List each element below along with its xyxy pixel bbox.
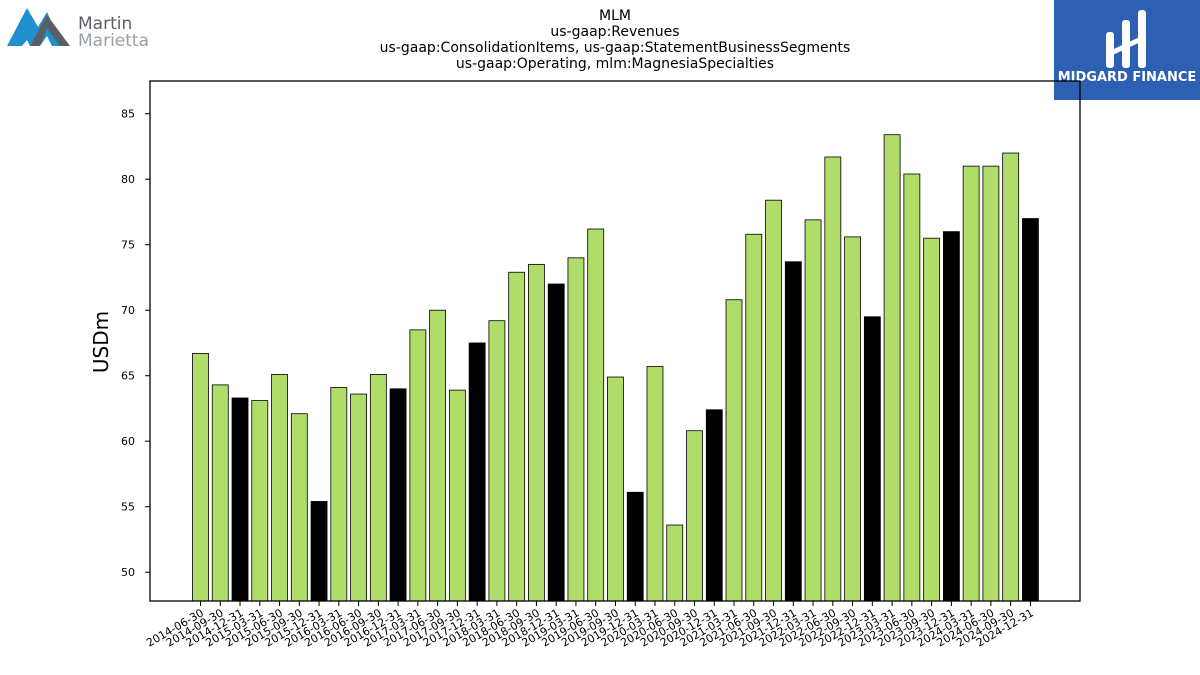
bar-2023-06-30 xyxy=(903,173,921,602)
bar-2021-03-31 xyxy=(725,299,743,602)
bar-2017-12-31 xyxy=(468,342,486,602)
bar-2017-06-30 xyxy=(429,309,447,602)
logo-text-line1: Martin xyxy=(78,14,132,34)
x-axis-ticks: 2014-06-302014-09-302014-12-312015-03-31… xyxy=(144,601,1036,650)
bar-2016-03-31 xyxy=(330,387,348,602)
bar-2018-12-31 xyxy=(547,283,565,602)
bar-2024-03-31 xyxy=(962,165,980,602)
title-line-2: us-gaap:Revenues xyxy=(550,24,679,40)
bar-2016-06-30 xyxy=(350,393,367,602)
bar-2018-06-30 xyxy=(508,271,526,602)
y-tick-label: 85 xyxy=(121,108,135,121)
y-tick-label: 50 xyxy=(121,566,135,579)
bar-2014-06-30 xyxy=(192,353,209,602)
bar-2014-09-30 xyxy=(211,384,229,602)
bar-2021-09-30 xyxy=(765,199,782,602)
logo-mountain-gray-icon xyxy=(30,15,70,46)
y-axis-ticks: 50 55 60 65 70 75 80 85 xyxy=(121,108,150,579)
bar-2024-06-30 xyxy=(982,165,1000,602)
y-tick-label: 80 xyxy=(121,173,135,186)
bar-2019-06-30 xyxy=(587,228,605,602)
bar-2015-12-31 xyxy=(310,501,328,602)
bar-2014-12-31 xyxy=(231,397,249,602)
bar-2021-12-31 xyxy=(784,261,802,602)
bar-2015-03-31 xyxy=(251,400,269,602)
bar-2019-12-31 xyxy=(626,491,644,602)
bar-2023-12-31 xyxy=(942,231,960,602)
title-line-4: us-gaap:Operating, mlm:MagnesiaSpecialti… xyxy=(456,56,774,72)
y-tick-label: 75 xyxy=(121,239,135,252)
bar-2017-09-30 xyxy=(448,389,466,602)
bar-2020-03-31 xyxy=(646,366,664,602)
bar-2024-09-30 xyxy=(1002,152,1020,602)
y-tick-label: 65 xyxy=(121,370,135,383)
bar-2019-03-31 xyxy=(567,257,585,602)
bar-2021-06-30 xyxy=(745,233,763,602)
chart-title: MLM us-gaap:Revenues us-gaap:Consolidati… xyxy=(380,8,851,72)
logo-text-line2: Marietta xyxy=(78,31,149,51)
martin-marietta-logo: Martin Marietta xyxy=(7,8,149,51)
plot-frame xyxy=(149,80,1081,602)
bar-2020-06-30 xyxy=(666,524,684,602)
bar-2020-09-30 xyxy=(686,430,703,602)
midgard-finance-logo: MIDGARD FINANCE xyxy=(1054,0,1200,100)
y-axis-label: USDm xyxy=(89,311,113,373)
bar-2017-03-31 xyxy=(409,329,427,602)
bars-group xyxy=(192,134,1039,602)
y-tick-label: 55 xyxy=(121,501,135,514)
midgard-logo-text: MIDGARD FINANCE xyxy=(1058,70,1197,85)
y-tick-label: 70 xyxy=(121,304,135,317)
bar-2015-06-30 xyxy=(271,374,288,602)
bar-2022-03-31 xyxy=(804,219,822,602)
bar-2023-03-31 xyxy=(883,134,901,602)
y-tick-label: 60 xyxy=(121,435,135,448)
bar-2016-09-30 xyxy=(369,374,387,602)
title-line-1: MLM xyxy=(599,8,631,24)
bar-2024-12-31 xyxy=(1022,218,1039,602)
midgard-emblem-icon xyxy=(1106,10,1146,68)
bar-2018-09-30 xyxy=(528,263,545,602)
bar-2018-03-31 xyxy=(488,320,506,602)
bar-2015-09-30 xyxy=(290,413,308,602)
bar-2022-09-30 xyxy=(844,236,861,602)
bar-2022-12-31 xyxy=(863,316,881,602)
bar-2022-06-30 xyxy=(824,156,842,602)
bar-2020-12-31 xyxy=(705,409,723,602)
title-line-3: us-gaap:ConsolidationItems, us-gaap:Stat… xyxy=(380,40,851,56)
bar-2019-09-30 xyxy=(607,376,624,602)
bar-2023-09-30 xyxy=(923,237,941,602)
bar-2016-12-31 xyxy=(389,388,407,602)
